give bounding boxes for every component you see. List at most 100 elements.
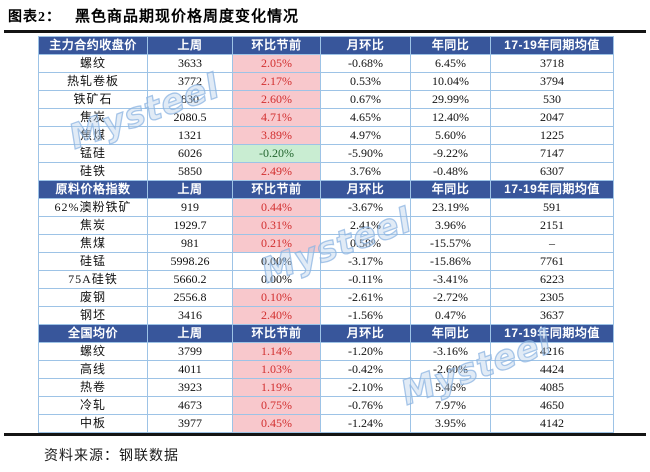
row-label: 焦煤 — [38, 234, 148, 253]
cell-mom: -1.20% — [320, 342, 411, 361]
cell-wow: 1.14% — [232, 342, 321, 361]
cell-avg: 4085 — [490, 378, 614, 397]
cell-yoy: -2.60% — [410, 360, 491, 379]
column-header: 17-19年同期均值 — [490, 36, 614, 55]
cell-last_week: 3923 — [147, 378, 233, 397]
cell-wow: 0.00% — [232, 270, 321, 289]
cell-mom: -1.24% — [320, 414, 411, 433]
cell-mom: -0.11% — [320, 270, 411, 289]
cell-avg: 2305 — [490, 288, 614, 307]
cell-wow: 2.05% — [232, 54, 321, 73]
cell-avg: 3794 — [490, 72, 614, 91]
cell-avg: 530 — [490, 90, 614, 109]
cell-avg: – — [490, 234, 614, 253]
cell-avg: 2151 — [490, 216, 614, 235]
cell-mom: -3.17% — [320, 252, 411, 271]
table-row: 高线 4011 1.03% -0.42% -2.60% 4424 — [38, 360, 614, 379]
row-label: 螺纹 — [38, 54, 148, 73]
row-label: 冷轧 — [38, 396, 148, 415]
column-header: 年同比 — [410, 324, 491, 343]
column-header: 月环比 — [320, 324, 411, 343]
row-label: 高线 — [38, 360, 148, 379]
cell-last_week: 5998.26 — [147, 252, 233, 271]
cell-avg: 6307 — [490, 162, 614, 181]
cell-mom: 0.58% — [320, 234, 411, 253]
table-row: 锰硅 6026 -0.20% -5.90% -9.22% 7147 — [38, 144, 614, 163]
cell-yoy: 10.04% — [410, 72, 491, 91]
cell-mom: 0.67% — [320, 90, 411, 109]
cell-yoy: -3.41% — [410, 270, 491, 289]
cell-avg: 3637 — [490, 306, 614, 325]
row-label: 焦煤 — [38, 126, 148, 145]
cell-yoy: 5.60% — [410, 126, 491, 145]
cell-last_week: 5660.2 — [147, 270, 233, 289]
cell-avg: 4424 — [490, 360, 614, 379]
cell-avg: 3718 — [490, 54, 614, 73]
data-source-note: 资料来源：钢联数据 — [44, 447, 179, 463]
table-row: 62%澳粉铁矿 919 0.44% -3.67% 23.19% 591 — [38, 198, 614, 217]
table-row: 热轧卷板 3772 2.17% 0.53% 10.04% 3794 — [38, 72, 614, 91]
row-label: 硅锰 — [38, 252, 148, 271]
table-row: 75A硅铁 5660.2 0.00% -0.11% -3.41% 6223 — [38, 270, 614, 289]
cell-mom: 4.65% — [320, 108, 411, 127]
cell-wow: 0.45% — [232, 414, 321, 433]
cell-yoy: -9.22% — [410, 144, 491, 163]
row-label: 热卷 — [38, 378, 148, 397]
row-label: 铁矿石 — [38, 90, 148, 109]
table-row: 铁矿石 830 2.60% 0.67% 29.99% 530 — [38, 90, 614, 109]
price-table-body: 主力合约收盘价 上周 环比节前 月环比 年同比 17-19年同期均值 螺纹 3633 2.05%… — [38, 36, 614, 433]
cell-wow: 0.10% — [232, 288, 321, 307]
table-row: 螺纹 3633 2.05% -0.68% 6.45% 3718 — [38, 54, 614, 73]
table-row: 钢坯 3416 2.40% -1.56% 0.47% 3637 — [38, 306, 614, 325]
cell-last_week: 3772 — [147, 72, 233, 91]
cell-wow: 0.44% — [232, 198, 321, 217]
cell-wow: 2.40% — [232, 306, 321, 325]
table-row: 硅铁 5850 2.49% 3.76% -0.48% 6307 — [38, 162, 614, 181]
cell-mom: -5.90% — [320, 144, 411, 163]
cell-yoy: -15.57% — [410, 234, 491, 253]
column-header: 年同比 — [410, 36, 491, 55]
cell-avg: 4142 — [490, 414, 614, 433]
section-header-row: 主力合约收盘价 上周 环比节前 月环比 年同比 17-19年同期均值 — [38, 36, 614, 55]
cell-avg: 7147 — [490, 144, 614, 163]
column-header: 17-19年同期均值 — [490, 324, 614, 343]
table-row: 中板 3977 0.45% -1.24% 3.95% 4142 — [38, 414, 614, 433]
table-row: 硅锰 5998.26 0.00% -3.17% -15.86% 7761 — [38, 252, 614, 271]
row-label: 钢坯 — [38, 306, 148, 325]
price-table-wrap: 主力合约收盘价 上周 环比节前 月环比 年同比 17-19年同期均值 螺纹 3633 2.05%… — [38, 36, 614, 433]
column-header: 全国均价 — [38, 324, 148, 343]
cell-yoy: -0.48% — [410, 162, 491, 181]
cell-wow: 0.75% — [232, 396, 321, 415]
cell-mom: -1.56% — [320, 306, 411, 325]
table-row: 废钢 2556.8 0.10% -2.61% -2.72% 2305 — [38, 288, 614, 307]
cell-last_week: 3799 — [147, 342, 233, 361]
cell-mom: -0.76% — [320, 396, 411, 415]
cell-avg: 2047 — [490, 108, 614, 127]
cell-mom: 0.53% — [320, 72, 411, 91]
cell-avg: 4216 — [490, 342, 614, 361]
cell-mom: -0.42% — [320, 360, 411, 379]
cell-last_week: 6026 — [147, 144, 233, 163]
cell-avg: 7761 — [490, 252, 614, 271]
table-row: 焦煤 981 0.21% 0.58% -15.57% – — [38, 234, 614, 253]
cell-avg: 6223 — [490, 270, 614, 289]
column-header: 17-19年同期均值 — [490, 180, 614, 199]
column-header: 月环比 — [320, 180, 411, 199]
cell-last_week: 2556.8 — [147, 288, 233, 307]
row-label: 62%澳粉铁矿 — [38, 198, 148, 217]
column-header: 上周 — [147, 36, 233, 55]
cell-yoy: 23.19% — [410, 198, 491, 217]
row-label: 锰硅 — [38, 144, 148, 163]
cell-yoy: 0.47% — [410, 306, 491, 325]
cell-last_week: 981 — [147, 234, 233, 253]
table-row: 焦炭 1929.7 0.31% 2.41% 3.96% 2151 — [38, 216, 614, 235]
figure-title: 图表2： 黑色商品期现价格周度变化情况 — [8, 5, 299, 26]
cell-last_week: 3633 — [147, 54, 233, 73]
column-header: 月环比 — [320, 36, 411, 55]
cell-yoy: 3.96% — [410, 216, 491, 235]
figure-title-text: 黑色商品期现价格周度变化情况 — [75, 8, 300, 25]
column-header: 原料价格指数 — [38, 180, 148, 199]
cell-mom: -3.67% — [320, 198, 411, 217]
column-header: 主力合约收盘价 — [38, 36, 148, 55]
cell-wow: 2.49% — [232, 162, 321, 181]
